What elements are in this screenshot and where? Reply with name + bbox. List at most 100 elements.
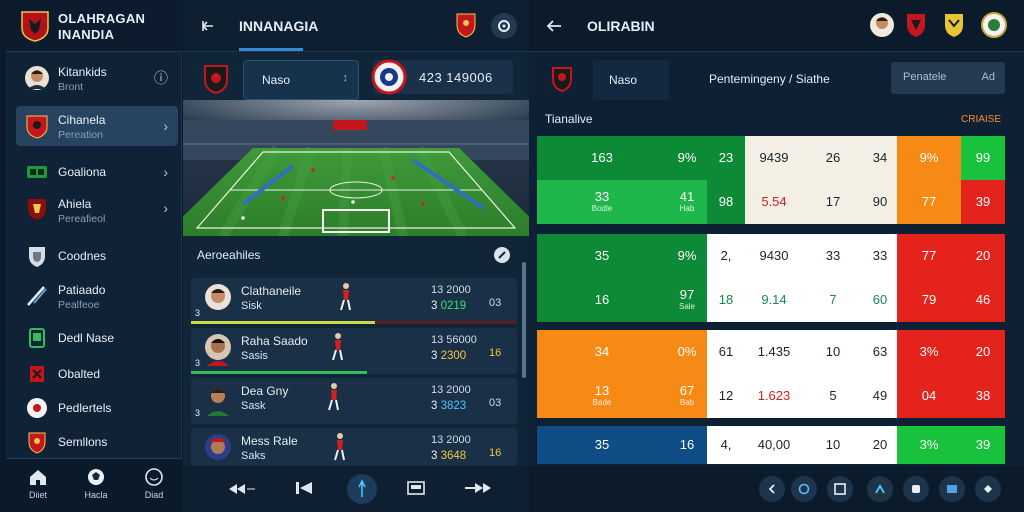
refresh-icon[interactable] <box>493 246 511 264</box>
stats-cell[interactable]: 77 <box>897 180 961 224</box>
sidebar-item-3[interactable]: Ahiela Pereafieol › <box>16 188 178 228</box>
sidebar-item-9[interactable]: Semllons <box>16 422 178 462</box>
settings-button[interactable] <box>491 13 517 39</box>
stats-cell[interactable]: 13 Bade <box>537 374 667 418</box>
chart-button[interactable] <box>867 476 893 502</box>
stats-cell[interactable]: 1.435 <box>745 330 803 374</box>
stats-cell[interactable]: 16 <box>667 426 707 464</box>
stats-cell[interactable]: 46 <box>961 278 1005 322</box>
stats-cell[interactable]: 61 <box>707 330 745 374</box>
screen-icon[interactable] <box>407 480 425 496</box>
info-icon[interactable]: ⓘ <box>154 70 168 86</box>
stats-cell[interactable]: 97 Sale <box>667 278 707 322</box>
stats-cell[interactable]: 34 <box>863 136 897 180</box>
stats-cell[interactable]: 9.14 <box>745 278 803 322</box>
back-arrow-icon[interactable] <box>545 18 563 34</box>
stats-cell[interactable]: 9% <box>667 136 707 180</box>
stats-cell[interactable]: 23 <box>707 136 745 180</box>
stats-cell[interactable]: 2, <box>707 234 745 278</box>
club-badge-icon[interactable] <box>455 12 477 38</box>
play-button[interactable] <box>347 474 377 504</box>
player-row[interactable]: 3 Dea Gny Sask 13 2000 3 3823 03 <box>191 378 517 424</box>
stats-cell[interactable]: 17 <box>803 180 863 224</box>
stats-cell[interactable]: 99 <box>961 136 1005 180</box>
stats-cell[interactable]: 90 <box>863 180 897 224</box>
stats-cell[interactable]: 7 <box>803 278 863 322</box>
rewind-icon[interactable] <box>227 482 257 496</box>
prev-button[interactable] <box>759 476 785 502</box>
stadium-pitch-view[interactable] <box>183 100 529 236</box>
fast-forward-icon[interactable] <box>463 481 493 495</box>
stats-cell[interactable]: 35 <box>537 234 667 278</box>
edit-button[interactable] <box>903 476 929 502</box>
player-avatar-icon[interactable] <box>869 12 895 38</box>
stats-cell[interactable]: 5.54 <box>745 180 803 224</box>
stats-cell[interactable]: 33 <box>863 234 897 278</box>
stats-cell[interactable]: 34 <box>537 330 667 374</box>
stats-cell[interactable]: 10 <box>803 426 863 464</box>
stats-cell[interactable]: 9% <box>667 234 707 278</box>
save-button[interactable] <box>975 476 1001 502</box>
sidebar-item-0[interactable]: Kitankids Bront ⓘ <box>16 58 178 98</box>
club-badge-icon[interactable] <box>905 12 927 38</box>
player-row[interactable]: Mess Rale Saks 13 2000 3 3648 16 <box>191 428 517 466</box>
sidebar-item-7[interactable]: Obalted <box>16 354 178 394</box>
stats-cell[interactable]: 163 <box>537 136 667 180</box>
stats-cell[interactable]: 63 <box>863 330 897 374</box>
tab-center[interactable]: Pentemingeny / Siathe <box>709 72 830 86</box>
player-row[interactable]: 3 Clathaneile Sisk 13 2000 3 0219 03 <box>191 278 517 324</box>
stats-cell[interactable]: 79 <box>897 278 961 322</box>
stats-cell[interactable]: 12 <box>707 374 745 418</box>
player-row[interactable]: 3 Raha Saado Sasis 13 56000 3 2300 16 <box>191 328 517 374</box>
stats-cell[interactable]: 67 Bab <box>667 374 707 418</box>
stats-cell[interactable]: 33 <box>803 234 863 278</box>
stats-cell[interactable]: 39 <box>961 426 1005 464</box>
scrollbar[interactable] <box>522 262 526 378</box>
sidebar-item-8[interactable]: Pedlertels <box>16 388 178 428</box>
skip-back-icon[interactable] <box>295 480 313 496</box>
stats-cell[interactable]: 49 <box>863 374 897 418</box>
share-button[interactable] <box>791 476 817 502</box>
stats-cell[interactable]: 3% <box>897 330 961 374</box>
stats-cell[interactable]: 9% <box>897 136 961 180</box>
league-badge-icon[interactable] <box>981 12 1007 38</box>
stats-cell[interactable]: 4, <box>707 426 745 464</box>
stats-cell[interactable]: 60 <box>863 278 897 322</box>
stats-cell[interactable]: 33 Bodle <box>537 180 667 224</box>
stats-cell[interactable]: 9430 <box>745 234 803 278</box>
stats-cell[interactable]: 35 <box>537 426 667 464</box>
stats-cell[interactable]: 41 Hab <box>667 180 707 224</box>
stats-cell[interactable]: 10 <box>803 330 863 374</box>
image-button[interactable] <box>939 476 965 502</box>
stats-cell[interactable]: 9439 <box>745 136 803 180</box>
sidebar-item-1[interactable]: Cihanela Pereation › <box>16 106 178 146</box>
tab-naso[interactable]: Naso <box>593 60 669 100</box>
stats-cell[interactable]: 20 <box>863 426 897 464</box>
stats-cell[interactable]: 3% <box>897 426 961 464</box>
sidebar-item-4[interactable]: Coodnes <box>16 236 178 276</box>
crest-icon[interactable] <box>943 12 965 38</box>
stats-cell[interactable]: 38 <box>961 374 1005 418</box>
stats-cell[interactable]: 26 <box>803 136 863 180</box>
sidebar-item-2[interactable]: Goaliona › <box>16 152 178 192</box>
match-select[interactable]: Naso ↕ <box>243 60 359 100</box>
stats-cell[interactable]: 18 <box>707 278 745 322</box>
stats-cell[interactable]: 0% <box>667 330 707 374</box>
stats-cell[interactable]: 1.623 <box>745 374 803 418</box>
stats-cell[interactable]: 40,00 <box>745 426 803 464</box>
stats-cell[interactable]: 04 <box>897 374 961 418</box>
back-arrow-icon[interactable] <box>199 18 215 34</box>
grid-button[interactable] <box>827 476 853 502</box>
circle-button[interactable]: Diad <box>134 467 174 507</box>
sidebar-item-5[interactable]: Patiaado Pealfeoe <box>16 276 178 316</box>
home-button[interactable]: Diiet <box>18 467 58 507</box>
stats-cell[interactable]: 5 <box>803 374 863 418</box>
stats-cell[interactable]: 98 <box>707 180 745 224</box>
stats-cell[interactable]: 39 <box>961 180 1005 224</box>
stats-cell[interactable]: 20 <box>961 234 1005 278</box>
stats-cell[interactable]: 77 <box>897 234 961 278</box>
stats-cell[interactable]: 20 <box>961 330 1005 374</box>
filter-box[interactable]: Penatele Ad <box>891 62 1005 94</box>
stats-cell[interactable]: 16 <box>537 278 667 322</box>
sidebar-item-6[interactable]: Dedl Nase <box>16 318 178 358</box>
